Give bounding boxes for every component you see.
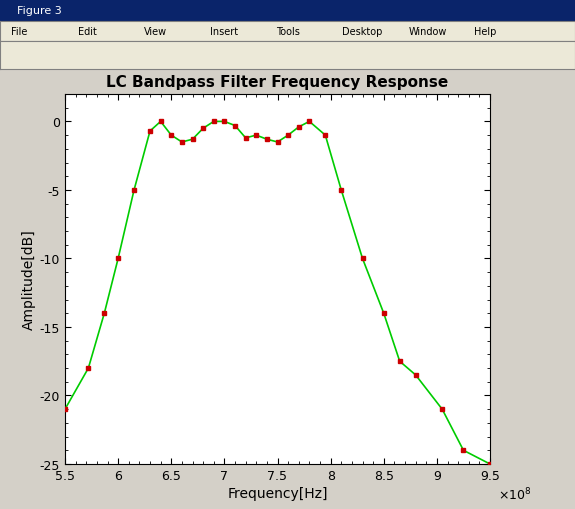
Title: LC Bandpass Filter Frequency Response: LC Bandpass Filter Frequency Response bbox=[106, 74, 448, 90]
Text: Tools: Tools bbox=[276, 27, 300, 37]
Text: Desktop: Desktop bbox=[342, 27, 382, 37]
Text: Figure 3: Figure 3 bbox=[17, 6, 62, 16]
Text: $\times10^8$: $\times10^8$ bbox=[499, 486, 532, 503]
Text: Window: Window bbox=[408, 27, 447, 37]
Text: View: View bbox=[144, 27, 167, 37]
Text: Help: Help bbox=[474, 27, 497, 37]
X-axis label: Frequency[Hz]: Frequency[Hz] bbox=[227, 486, 328, 500]
Text: Edit: Edit bbox=[78, 27, 97, 37]
Text: File: File bbox=[12, 27, 28, 37]
Y-axis label: Amplitude[dB]: Amplitude[dB] bbox=[22, 229, 36, 330]
Text: Insert: Insert bbox=[210, 27, 238, 37]
